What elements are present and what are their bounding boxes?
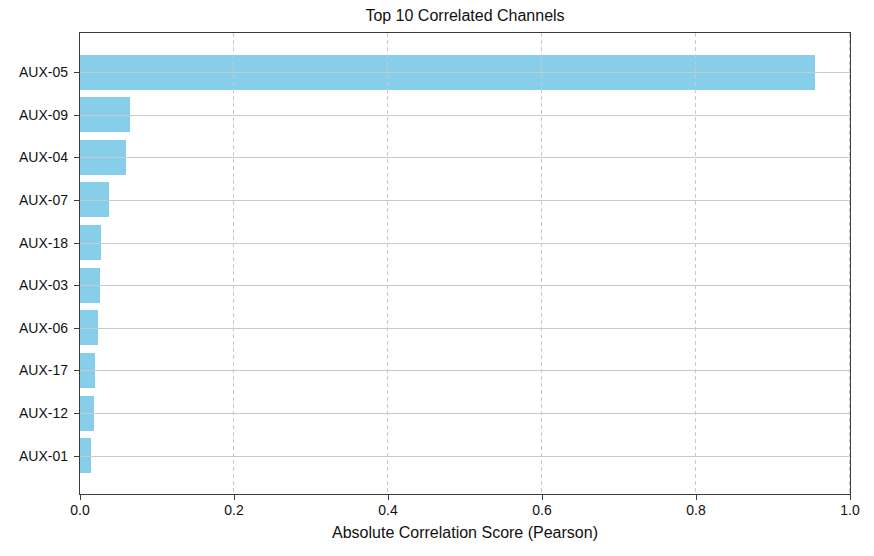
y-tick-label: AUX-01	[0, 447, 68, 465]
x-tick-label: 0.6	[520, 501, 564, 519]
x-tick-mark	[850, 495, 851, 500]
x-tick-label: 0.8	[674, 501, 718, 519]
gridline-v	[541, 33, 542, 494]
gridline-h	[80, 370, 850, 371]
y-tick-mark	[74, 157, 79, 158]
gridline-v	[387, 33, 388, 494]
chart-title: Top 10 Correlated Channels	[79, 7, 851, 25]
y-tick-mark	[74, 115, 79, 116]
x-tick-mark	[234, 495, 235, 500]
gridline-v	[695, 33, 696, 494]
x-tick-label: 0.4	[366, 501, 410, 519]
chart-canvas: Top 10 Correlated Channels Absolute Corr…	[0, 0, 874, 556]
y-tick-label: AUX-07	[0, 191, 68, 209]
gridline-v	[233, 33, 234, 494]
gridline-h	[80, 157, 850, 158]
y-tick-label: AUX-03	[0, 276, 68, 294]
y-tick-label: AUX-04	[0, 148, 68, 166]
x-tick-mark	[388, 495, 389, 500]
y-tick-mark	[74, 328, 79, 329]
x-tick-label: 0.2	[212, 501, 256, 519]
gridline-v	[849, 33, 850, 494]
y-tick-mark	[74, 285, 79, 286]
y-tick-mark	[74, 370, 79, 371]
y-tick-mark	[74, 72, 79, 73]
x-tick-mark	[80, 495, 81, 500]
x-tick-mark	[542, 495, 543, 500]
y-tick-mark	[74, 243, 79, 244]
y-tick-label: AUX-12	[0, 404, 68, 422]
plot-area	[79, 32, 851, 495]
x-tick-mark	[696, 495, 697, 500]
y-tick-label: AUX-18	[0, 234, 68, 252]
y-tick-mark	[74, 200, 79, 201]
y-tick-mark	[74, 456, 79, 457]
y-tick-label: AUX-06	[0, 319, 68, 337]
gridline-h	[80, 413, 850, 414]
gridline-h	[80, 328, 850, 329]
y-tick-label: AUX-09	[0, 106, 68, 124]
gridline-h	[80, 456, 850, 457]
gridline-h	[80, 200, 850, 201]
gridline-h	[80, 115, 850, 116]
x-tick-label: 1.0	[828, 501, 872, 519]
y-tick-mark	[74, 413, 79, 414]
x-tick-label: 0.0	[58, 501, 102, 519]
y-tick-label: AUX-05	[0, 63, 68, 81]
y-tick-label: AUX-17	[0, 361, 68, 379]
gridline-h	[80, 243, 850, 244]
gridline-h	[80, 72, 850, 73]
gridline-h	[80, 285, 850, 286]
x-axis-label: Absolute Correlation Score (Pearson)	[79, 524, 851, 542]
